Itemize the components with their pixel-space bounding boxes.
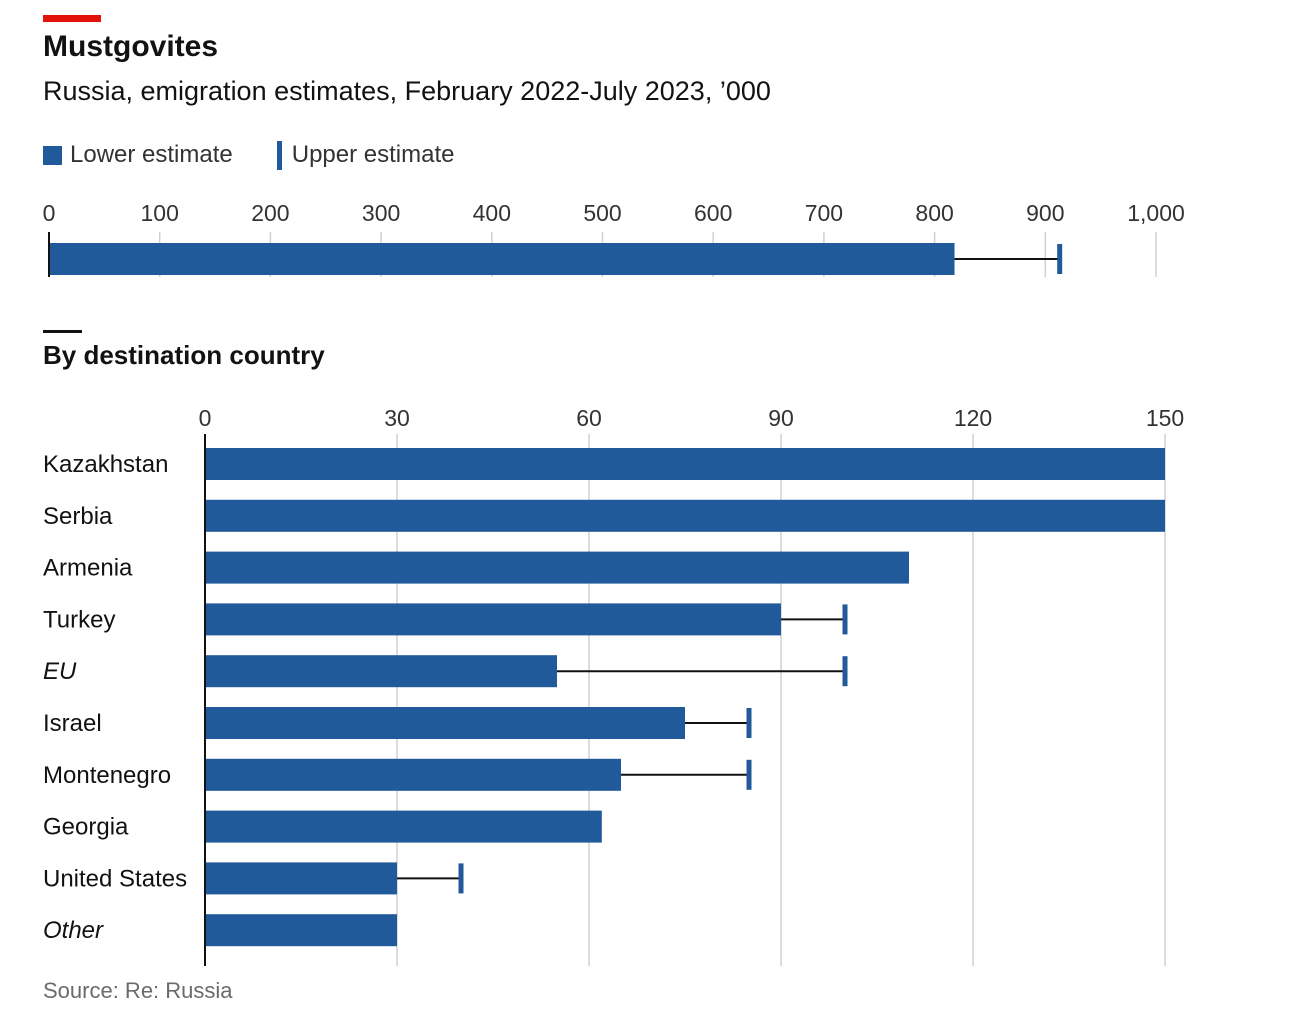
category-label: Israel: [43, 710, 102, 737]
tick-label: 90: [768, 405, 794, 431]
bar: [206, 499, 1165, 532]
tick-label: 300: [362, 200, 400, 226]
bar: [206, 603, 781, 636]
upper-marker: [1057, 244, 1063, 274]
category-label: EU: [43, 658, 77, 685]
bar: [206, 862, 397, 895]
tick-label: 400: [473, 200, 511, 226]
upper-marker: [746, 708, 752, 738]
tick-label: 1,000: [1127, 200, 1185, 226]
bar: [206, 707, 685, 739]
tick-label: 0: [199, 405, 212, 431]
section-rule: [43, 330, 82, 333]
legend: Lower estimate Upper estimate: [43, 140, 455, 170]
legend-label-lower: Lower estimate: [70, 141, 233, 168]
bar: [206, 448, 1165, 480]
source-note: Source: Re: Russia: [43, 978, 233, 1003]
tick-label: 600: [694, 200, 732, 226]
tick-label: 150: [1146, 405, 1184, 431]
category-label: Georgia: [43, 814, 129, 841]
category-label: Montenegro: [43, 762, 171, 789]
category-label: Armenia: [43, 555, 133, 582]
accent-rule: [43, 15, 101, 22]
category-label: Turkey: [43, 606, 115, 633]
upper-marker: [842, 656, 848, 687]
legend-label-upper: Upper estimate: [291, 141, 455, 168]
bar: [206, 914, 397, 947]
legend-swatch-upper: [276, 140, 282, 170]
tick-label: 900: [1026, 200, 1064, 226]
tick-label: 700: [805, 200, 843, 226]
bar: [206, 810, 602, 843]
tick-label: 120: [954, 405, 992, 431]
section-title: By destination country: [43, 340, 325, 370]
tick-label: 60: [576, 405, 602, 431]
chart-subtitle: Russia, emigration estimates, February 2…: [43, 76, 771, 106]
upper-marker: [458, 863, 464, 894]
upper-marker: [842, 604, 848, 635]
tick-label: 800: [915, 200, 953, 226]
tick-label: 0: [43, 200, 56, 226]
chart-title: Mustgovites: [43, 30, 219, 63]
category-label: Other: [43, 917, 104, 944]
bar: [50, 243, 955, 275]
category-label: Kazakhstan: [43, 451, 168, 478]
tick-label: 100: [141, 200, 179, 226]
bar: [206, 758, 621, 791]
bar: [206, 655, 557, 688]
category-label: Serbia: [43, 503, 113, 530]
tick-label: 200: [251, 200, 289, 226]
bar: [206, 551, 909, 584]
category-label: United States: [43, 865, 187, 892]
legend-swatch-lower: [43, 145, 62, 165]
tick-label: 30: [384, 405, 410, 431]
tick-label: 500: [583, 200, 621, 226]
upper-marker: [746, 759, 752, 790]
